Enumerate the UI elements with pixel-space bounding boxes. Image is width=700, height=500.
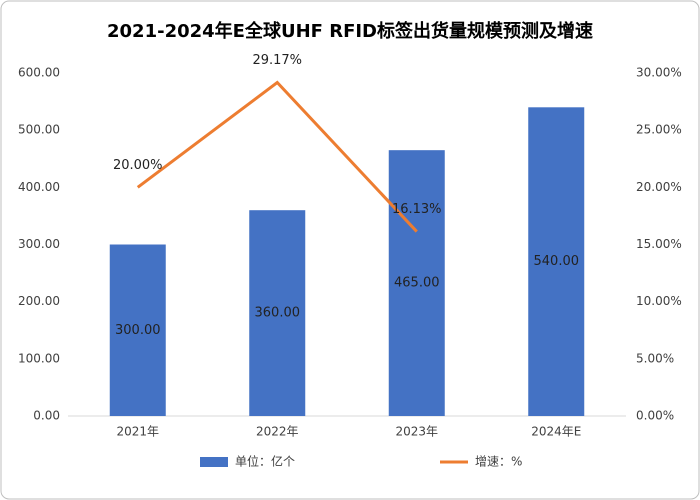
- legend-label: 单位：亿个: [235, 454, 295, 469]
- y-tick-label: 200.00: [18, 294, 60, 308]
- line: [136, 80, 418, 233]
- y2-tick-label: 30.00%: [636, 66, 682, 80]
- y2-tick-label: 10.00%: [636, 294, 682, 308]
- x-tick-label: 2021年: [116, 425, 159, 439]
- data-label: 20.00%: [113, 158, 163, 173]
- y-tick-label: 300.00: [18, 237, 60, 251]
- y2-tick-label: 15.00%: [636, 237, 682, 251]
- x-tick-label: 2023年: [395, 425, 438, 439]
- y2-tick-label: 20.00%: [636, 180, 682, 194]
- data-label: 465.00: [394, 276, 440, 291]
- y-tick-label: 0.00: [33, 409, 60, 423]
- y-tick-label: 600.00: [18, 66, 60, 80]
- y2-tick-label: 25.00%: [636, 123, 682, 137]
- legend-label: 增速：%: [475, 455, 522, 469]
- data-label: 360.00: [255, 306, 301, 321]
- data-label: 300.00: [115, 323, 161, 338]
- data-label: 29.17%: [252, 53, 302, 68]
- y-tick-label: 500.00: [18, 123, 60, 137]
- y2-tick-label: 5.00%: [636, 351, 674, 365]
- bar: [528, 107, 585, 417]
- chart-title: 2021-2024年E全球UHF RFID标签出货量规模预测及增速: [107, 20, 593, 42]
- legend-swatch: [200, 457, 228, 467]
- x-tick-label: 2024年E: [531, 425, 581, 439]
- bar: [109, 244, 166, 416]
- y-tick-label: 100.00: [18, 351, 60, 365]
- data-label: 16.13%: [392, 202, 442, 217]
- y-tick-label: 400.00: [18, 180, 60, 194]
- x-tick-label: 2022年: [256, 425, 299, 439]
- y2-tick-label: 0.00%: [636, 409, 674, 423]
- bar: [249, 210, 306, 416]
- data-label: 540.00: [534, 254, 580, 269]
- bar: [388, 150, 445, 417]
